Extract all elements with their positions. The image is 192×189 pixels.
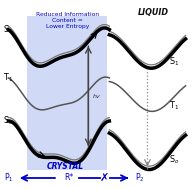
Text: T$_1$: T$_1$: [169, 100, 180, 112]
Text: Reduced Information
Content =
Lower Entropy: Reduced Information Content = Lower Entr…: [36, 12, 99, 29]
Text: S$_o$: S$_o$: [3, 115, 13, 127]
Text: R*: R*: [65, 174, 74, 183]
Text: CRYSTAL: CRYSTAL: [47, 162, 84, 171]
Text: ✗: ✗: [100, 173, 109, 183]
Bar: [27, 16, 108, 170]
Text: S$_1$: S$_1$: [3, 23, 13, 36]
Text: P$_1$: P$_1$: [3, 172, 13, 184]
Text: LIQUID: LIQUID: [138, 8, 169, 17]
Text: S$_1$: S$_1$: [169, 55, 180, 68]
Text: P$_2$: P$_2$: [135, 172, 145, 184]
Text: S$_o$: S$_o$: [169, 153, 180, 166]
Text: hv: hv: [93, 94, 100, 99]
Text: T$_1$: T$_1$: [3, 72, 13, 84]
